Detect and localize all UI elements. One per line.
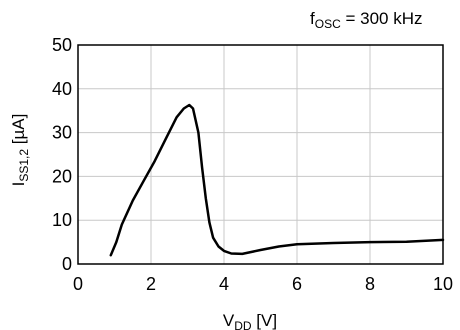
y-tick-label: 40 [52,79,72,99]
y-tick-label: 0 [62,254,72,274]
x-axis-label: VDD [V] [223,311,277,330]
x-tick-label: 6 [292,274,302,294]
x-tick-label: 10 [433,274,453,294]
tick-labels: 0 2 4 6 8 10 0 10 20 30 40 50 [52,35,453,294]
grid [77,44,444,265]
y-axis-label: ISS1,2 [µA] [9,114,31,187]
y-tick-label: 50 [52,35,72,55]
plot-frame [77,44,444,265]
x-tick-label: 4 [219,274,229,294]
y-tick-label: 20 [52,166,72,186]
annotation: fOSC = 300 kHz [310,9,423,31]
x-tick-label: 2 [146,274,156,294]
series-line [109,103,445,257]
x-tick-label: 8 [365,274,375,294]
x-tick-label: 0 [73,274,83,294]
y-tick-label: 10 [52,210,72,230]
y-tick-label: 30 [52,123,72,143]
